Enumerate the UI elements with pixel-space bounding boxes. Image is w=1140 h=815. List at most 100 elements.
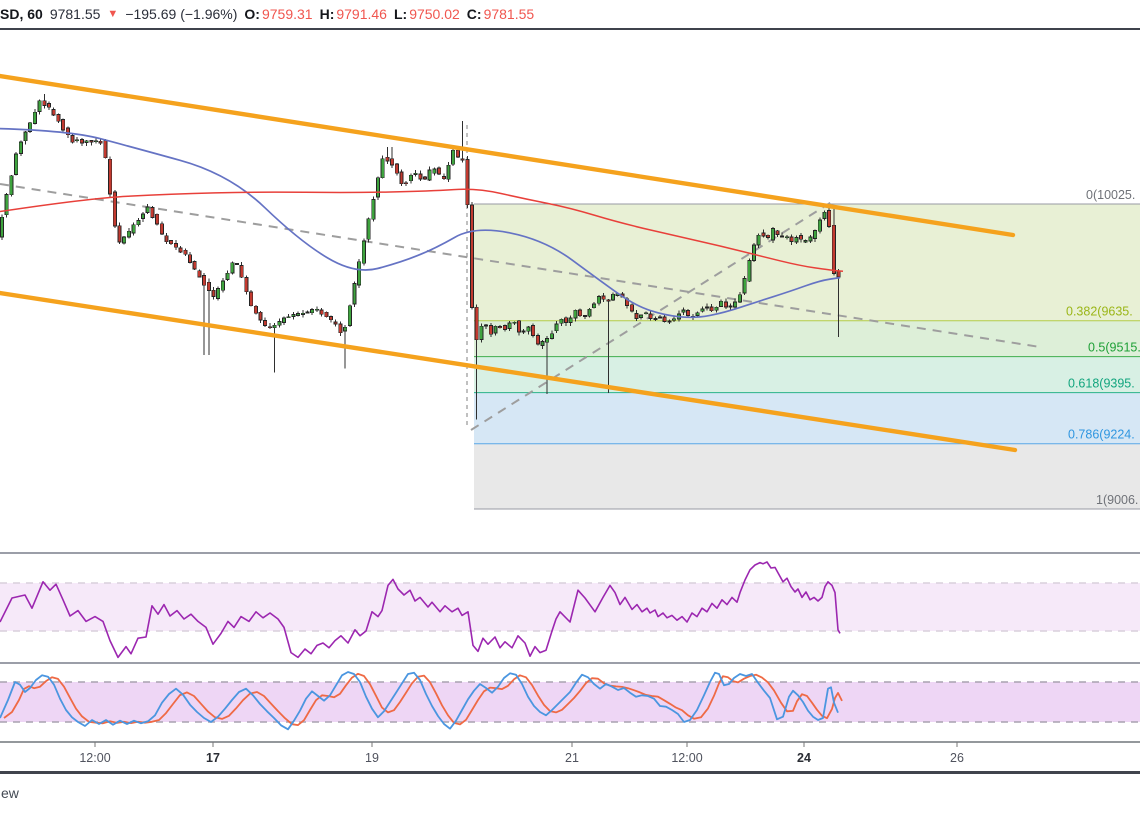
rsi-pane-band: [0, 583, 1140, 631]
candle-down: [686, 310, 691, 317]
candle-up: [281, 317, 286, 323]
channel-upper-line[interactable]: [0, 73, 1016, 238]
stoch-d-line[interactable]: [3, 672, 843, 726]
candle-down: [460, 158, 465, 161]
candle-down: [178, 247, 183, 253]
candle-down: [65, 127, 70, 136]
stoch-k-line[interactable]: [0, 671, 839, 731]
rsi-line[interactable]: [0, 561, 841, 659]
candle-up: [794, 237, 799, 243]
price-change: −195.69 (−1.96%): [125, 6, 238, 22]
candle-down: [831, 224, 836, 274]
candle-down: [56, 114, 61, 122]
candle-up: [286, 316, 291, 319]
candle-down: [47, 103, 52, 108]
symbol-title[interactable]: SD, 60: [0, 6, 43, 22]
candle-up: [737, 294, 742, 303]
channel-lower-line[interactable]: [0, 290, 1018, 453]
candle-down: [441, 175, 446, 180]
candle-up: [596, 295, 601, 304]
candle-up: [28, 122, 33, 132]
candle-down: [249, 291, 254, 307]
candle-up: [225, 272, 230, 280]
candle-up: [540, 341, 545, 346]
time-axis-label: 21: [565, 751, 579, 765]
time-axis-label: 17: [206, 751, 220, 765]
candle-down: [601, 295, 606, 300]
candle-down: [578, 309, 583, 317]
candle-down: [705, 306, 710, 309]
candle-down: [328, 316, 333, 321]
candle-up: [4, 194, 9, 216]
candle-down: [488, 325, 493, 335]
candle-up: [714, 306, 719, 311]
candle-down: [606, 299, 611, 302]
candle-up: [408, 174, 413, 182]
candle-up: [672, 318, 677, 321]
candle-down: [564, 317, 569, 324]
time-axis-label: 24: [797, 751, 811, 765]
ohlc-label: O:: [244, 6, 260, 22]
candle-up: [357, 261, 362, 286]
candle-down: [394, 163, 399, 174]
candle-down: [79, 139, 84, 144]
candle-down: [827, 210, 832, 228]
last-price: 9781.55: [49, 6, 101, 22]
ohlc-value: 9781.55: [483, 6, 535, 22]
candle-up: [545, 338, 550, 343]
candle-up: [770, 227, 775, 241]
candle-down: [498, 325, 503, 329]
candle-up: [813, 230, 818, 239]
candle-up: [145, 206, 150, 213]
candle-up: [427, 169, 432, 181]
candle-up: [37, 100, 42, 112]
candle-up: [681, 309, 686, 313]
candle-down: [324, 311, 329, 318]
candle-down: [338, 323, 343, 334]
ohlc-values: O: 9759.31 H: 9791.46 L: 9750.02 C: 9781.55: [244, 6, 534, 22]
candle-up: [549, 333, 554, 339]
candle-down: [653, 318, 658, 321]
ohlc-label: L:: [393, 6, 408, 22]
candle-down: [112, 191, 117, 227]
tradingview-watermark-partial[interactable]: ew: [1, 785, 19, 801]
candle-down: [422, 176, 427, 180]
candle-up: [314, 308, 319, 311]
candle-down: [305, 311, 310, 314]
down-triangle-icon: ▼: [107, 7, 119, 20]
candle-up: [808, 236, 813, 242]
candle-up: [639, 314, 644, 318]
candle-down: [629, 304, 634, 312]
candle-up: [780, 235, 785, 238]
candle-down: [775, 230, 780, 235]
candle-up: [375, 177, 380, 198]
candle-down: [89, 140, 94, 143]
fast-ma-line[interactable]: [0, 127, 841, 319]
candle-down: [404, 182, 409, 185]
slow-ma-line[interactable]: [0, 188, 844, 273]
candle-up: [803, 239, 808, 243]
stoch-pane: [0, 671, 1140, 731]
candle-up: [611, 293, 616, 301]
symbol-info-bar: SD, 60 9781.55 ▼ −195.69 (−1.96%) O: 9759…: [0, 0, 1140, 30]
candle-down: [253, 305, 258, 314]
candle-up: [432, 168, 437, 174]
candle-down: [648, 313, 653, 319]
candle-up: [136, 219, 141, 226]
candle-down: [465, 159, 470, 206]
candle-up: [582, 315, 587, 318]
candle-up: [507, 322, 512, 329]
candle-up: [84, 140, 89, 143]
candle-up: [752, 244, 757, 261]
candle-up: [493, 325, 498, 334]
candle-up: [352, 283, 357, 305]
candle-up: [451, 149, 456, 165]
candle-down: [267, 326, 272, 329]
candle-down: [723, 301, 728, 308]
candle-down: [159, 223, 164, 235]
time-axis-label: 19: [365, 751, 379, 765]
fib-band: [474, 320, 1140, 357]
candle-up: [23, 131, 28, 142]
time-axis[interactable]: 12:00 17 19 21 12:00 24 26: [79, 742, 964, 765]
